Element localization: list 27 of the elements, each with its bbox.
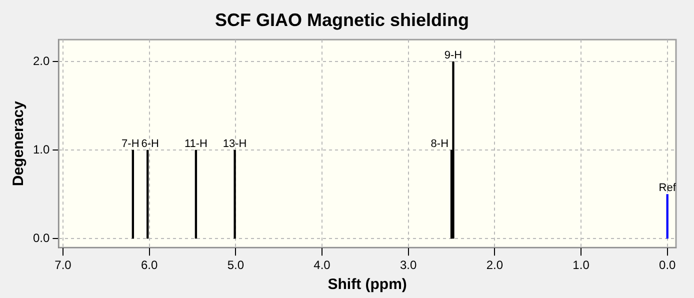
annotation: 7-H xyxy=(122,138,140,150)
x-tick-label: 3.0 xyxy=(400,258,418,272)
annotation: 13-H xyxy=(222,138,247,150)
annotation: 8-H xyxy=(430,138,449,150)
y-tick-label: 1.0 xyxy=(32,142,50,157)
bar xyxy=(132,150,134,239)
bar xyxy=(452,61,454,239)
x-tick-label: 0.0 xyxy=(659,258,676,272)
bar xyxy=(146,150,149,239)
annotation: Ref xyxy=(658,182,677,194)
x-tick-label: 4.0 xyxy=(314,258,331,272)
x-tick-label: 7.0 xyxy=(54,258,72,272)
x-tick-label: 6.0 xyxy=(140,258,158,272)
bar xyxy=(234,150,236,239)
y-tick-label: 2.0 xyxy=(32,54,50,68)
x-axis-title: Shift (ppm) xyxy=(328,276,407,294)
x-tick-label: 2.0 xyxy=(486,258,504,272)
bar xyxy=(194,150,198,239)
x-tick-label: 5.0 xyxy=(227,258,244,272)
annotation: 6-H xyxy=(141,138,160,150)
x-tick-label: 1.0 xyxy=(572,258,590,272)
bar xyxy=(666,194,668,239)
chart-title: SCF GIAO Magnetic shielding xyxy=(214,10,470,30)
y-tick-label: 0.0 xyxy=(32,231,50,246)
annotation: 9-H xyxy=(444,49,462,62)
annotation: 11-H xyxy=(184,138,208,150)
y-axis-title: Degeneracy xyxy=(10,100,28,186)
